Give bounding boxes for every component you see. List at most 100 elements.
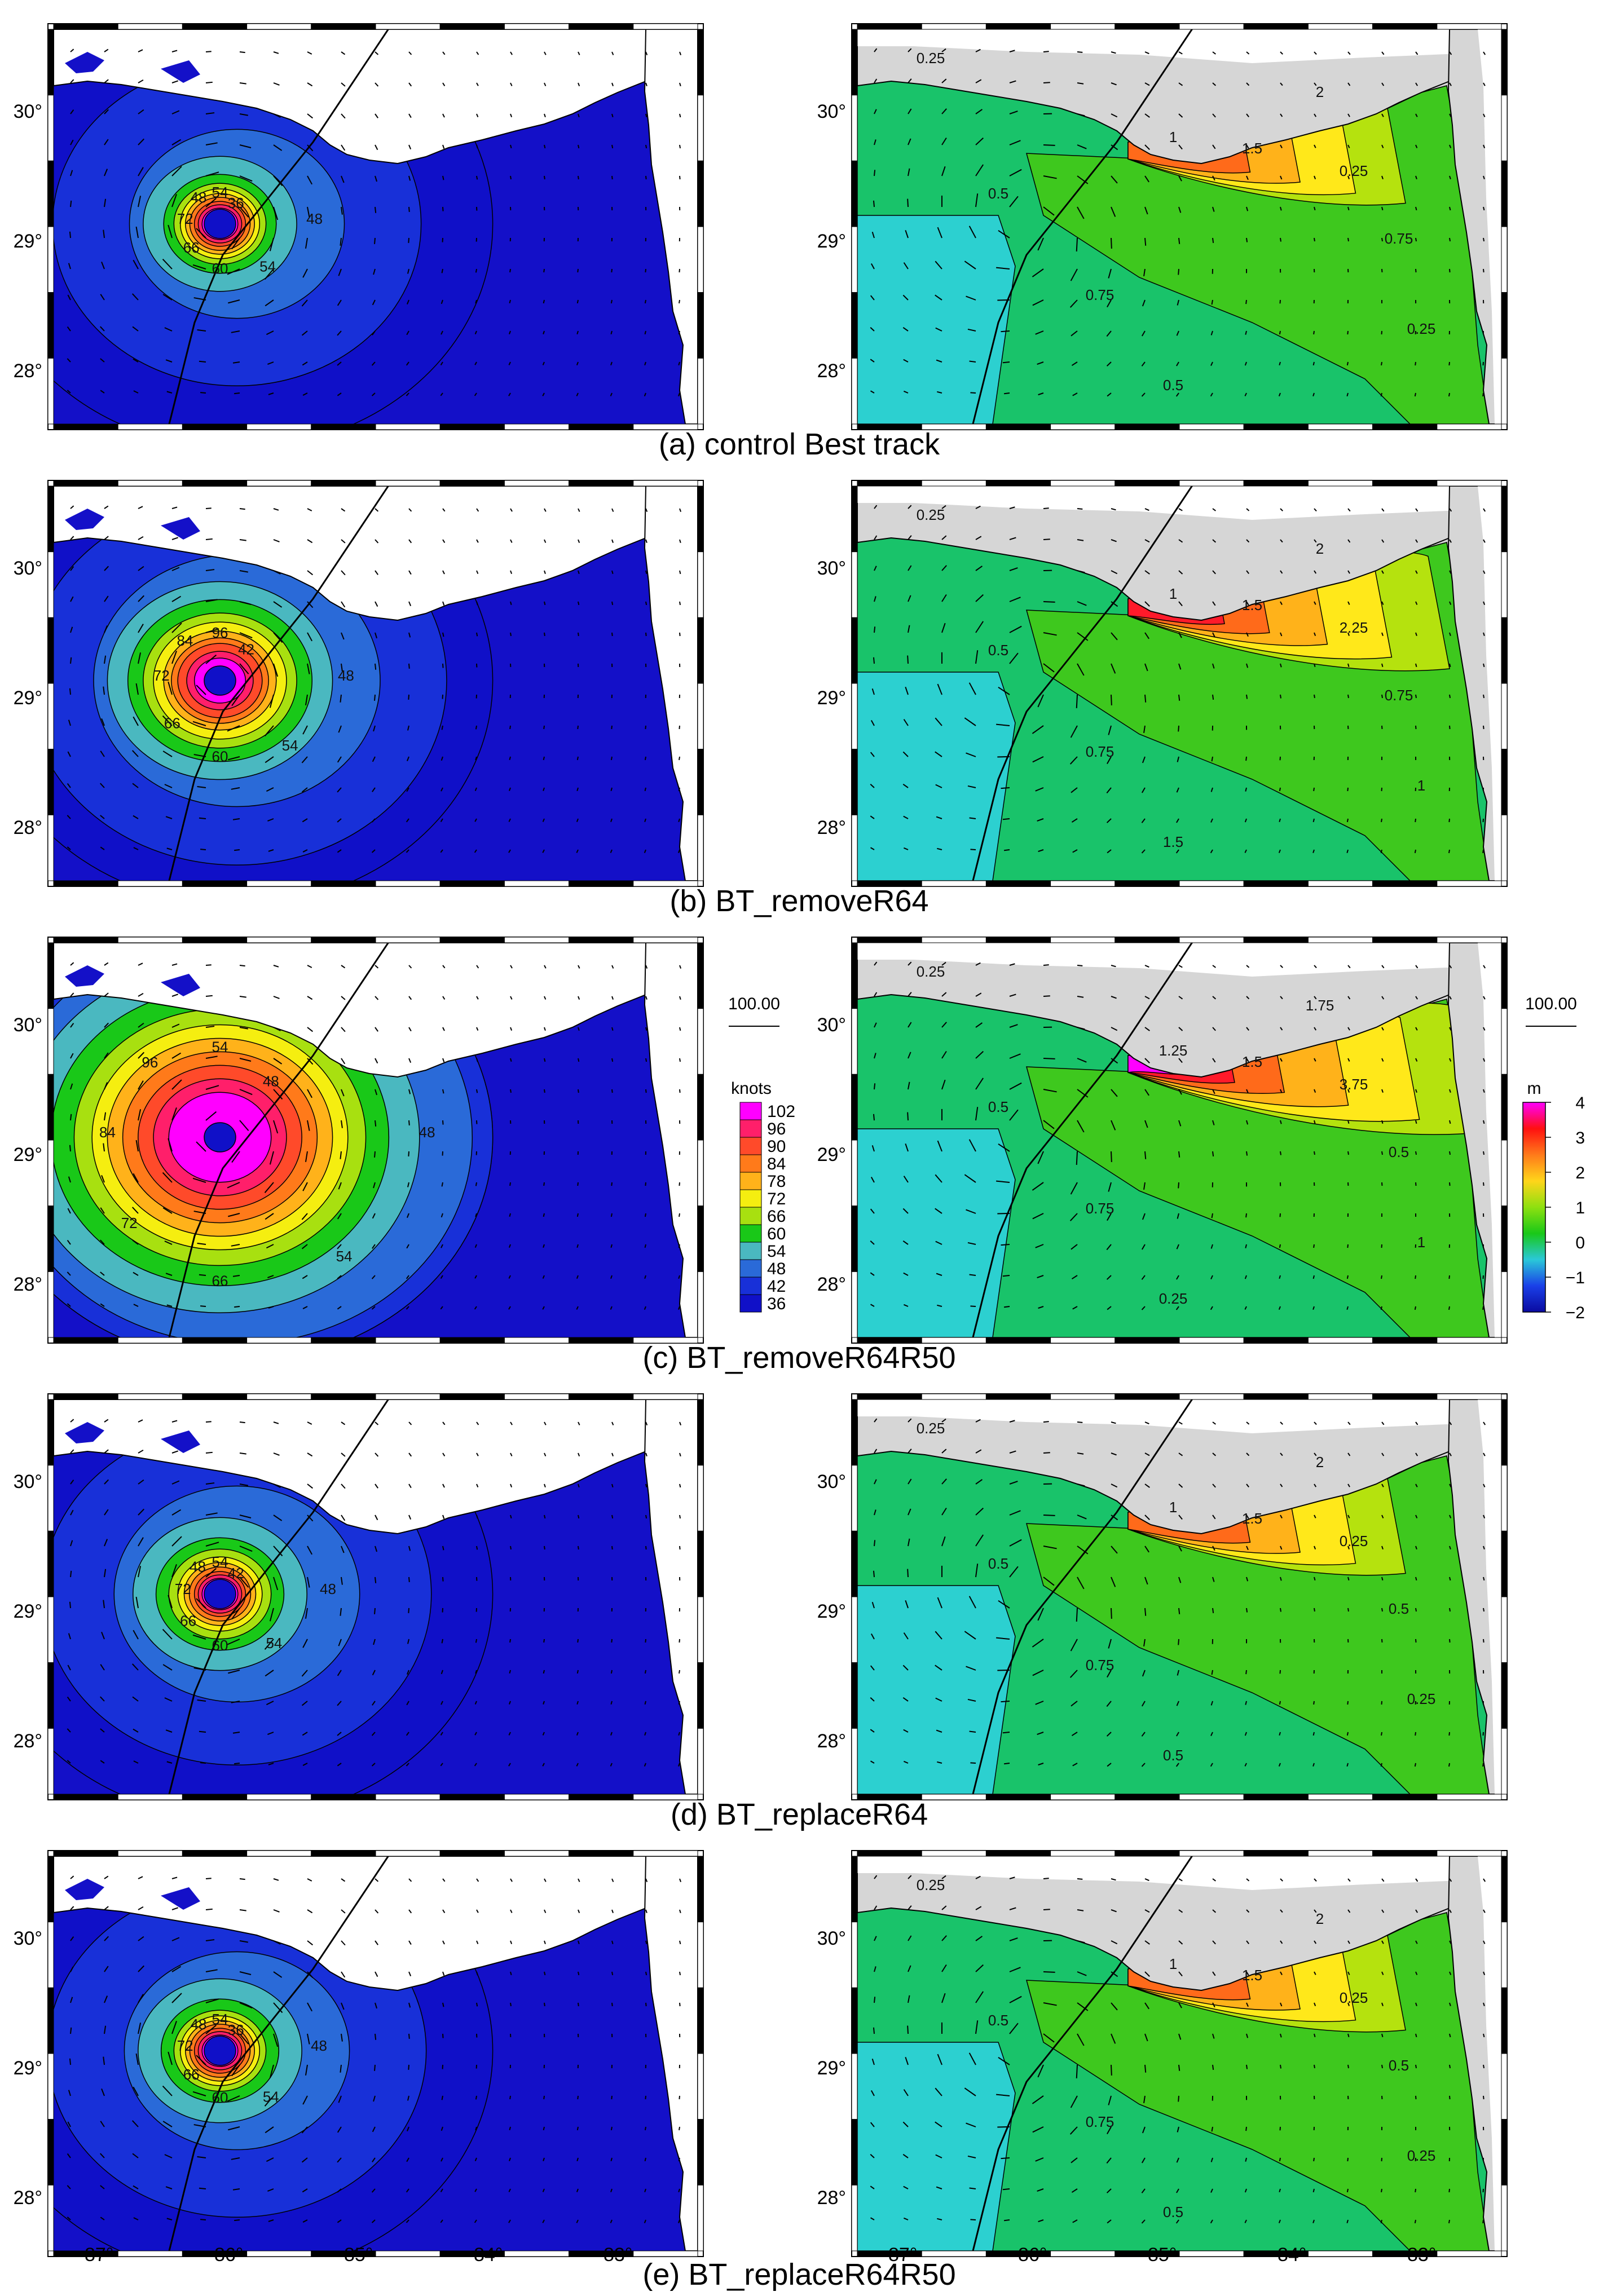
contour-label: 0.25: [1407, 2147, 1436, 2164]
contour-label: 48: [190, 2016, 206, 2033]
lon-tick-label: -84°: [468, 2244, 503, 2266]
lon-tick-label: -85°: [1142, 2244, 1177, 2266]
contour-label: 0.25: [1340, 162, 1368, 179]
contour-label: 2: [1316, 1910, 1324, 1927]
lat-tick-label: 30°: [14, 1014, 42, 1036]
contour-label: 36: [228, 195, 244, 211]
contour-label: 54: [266, 1635, 282, 1652]
lat-tick-label: 30°: [817, 101, 846, 122]
colorbar-swatch: [739, 1259, 762, 1278]
contour-label: 96: [142, 1054, 158, 1071]
lon-tick-label: -87°: [882, 2244, 918, 2266]
colorbar-label: 42: [767, 1277, 786, 1296]
contour-label: 0.75: [1385, 687, 1413, 704]
contour-label: 2: [1316, 1454, 1324, 1471]
lat-tick-label: 29°: [817, 2057, 846, 2079]
contour-label: 1.5: [1163, 833, 1183, 850]
lat-tick-label: 29°: [817, 687, 846, 709]
contour-label: 60: [212, 260, 228, 277]
contour-label: 54: [212, 2011, 228, 2028]
colorbar-label: 48: [767, 1260, 786, 1278]
contour-label: 60: [212, 748, 228, 765]
colorbar-label: 84: [767, 1155, 786, 1173]
surge-panel-1: 0.25 0.5 0.75 1 1.5 2 2.25 0.75 1 1.5 28° 29° 30°: [817, 480, 1508, 887]
contour-label: 48: [320, 1580, 336, 1597]
lat-tick-label: 29°: [817, 231, 846, 252]
contour-label: 2: [1316, 83, 1324, 100]
surge-panel-0: 0.25 0.5 0.75 1 1.5 2 0.25 0.75 0.25 0.5 28° 29° 30°: [817, 23, 1508, 430]
lat-tick-label: 30°: [14, 1928, 42, 1949]
lat-tick-label: 28°: [817, 360, 846, 382]
vector-field: [870, 505, 1486, 854]
lon-tick-label: -86°: [1012, 2244, 1047, 2266]
contour-label: 1.5: [1242, 1967, 1262, 1984]
contour-label: 0.5: [1389, 2057, 1409, 2074]
contour-label: 72: [177, 2037, 193, 2054]
scale-label: 100.00: [1525, 995, 1577, 1013]
contour-label: 1: [1169, 129, 1177, 145]
contour-label: 0.75: [1086, 743, 1115, 760]
colorbar-label: 4: [1575, 1094, 1585, 1112]
storm-track: [972, 486, 1193, 881]
contour-label: 1.5: [1242, 140, 1262, 157]
colorbar-swatch: [739, 1102, 762, 1120]
lon-tick-label: -83°: [1401, 2244, 1437, 2266]
contour-label: 0.75: [1385, 230, 1413, 247]
contour-label: 1.75: [1306, 997, 1334, 1014]
contour-label: 0.25: [1340, 1989, 1368, 2006]
colorbar-swatch: [739, 1294, 762, 1313]
contour-label: 1: [1169, 585, 1177, 602]
contour-label: 0.5: [988, 185, 1008, 202]
colorbar-swatch: [739, 1189, 762, 1208]
storm-track: [972, 29, 1193, 424]
lon-tick-label: -85°: [338, 2244, 373, 2266]
contour-label: 84: [99, 1124, 116, 1141]
vector-field: [870, 1418, 1486, 1767]
storm-track: [168, 943, 390, 1337]
wind-panel-1: 48 54 60 66 72 84 96 42 28° 29° 30°: [14, 480, 704, 887]
colorbar-swatch: [739, 1242, 762, 1260]
contour-label: 66: [164, 715, 180, 732]
vector-field: [67, 1875, 682, 2223]
contour-label: 0.25: [917, 1420, 945, 1437]
contour-label: 60: [212, 2089, 228, 2106]
lat-tick-label: 30°: [817, 1928, 846, 1949]
contour-label: 0.75: [1086, 1657, 1115, 1674]
storm-track: [168, 486, 390, 881]
panel-caption: (a) control Best track: [659, 427, 940, 461]
vector-field: [67, 48, 682, 396]
contour-label: 0.5: [988, 642, 1008, 659]
contour-label: 54: [212, 1038, 228, 1055]
vector-field: [67, 1419, 682, 1767]
surge-panel-4: 0.25 0.5 0.75 1 1.5 2 0.25 0.5 0.25 0.5 28° 29° 30°: [817, 1850, 1508, 2257]
contour-label: 0.5: [988, 1098, 1008, 1115]
contour-label: 0.25: [917, 1876, 945, 1893]
colorbar-swatch: [739, 1119, 762, 1138]
colorbar-label: 72: [767, 1190, 786, 1208]
contour-label: 48: [263, 1073, 279, 1090]
contour-label: 84: [177, 632, 193, 649]
colorbar-swatch: [739, 1137, 762, 1155]
contour-label: 66: [212, 1272, 228, 1289]
lat-tick-label: 29°: [14, 2057, 42, 2079]
contour-label: 66: [180, 1612, 196, 1629]
contour-label: 1.25: [1159, 1042, 1188, 1059]
lon-tick-label: -87°: [78, 2244, 114, 2266]
lat-tick-label: 30°: [817, 558, 846, 579]
contour-label: 0.25: [917, 50, 945, 67]
lat-tick-label: 29°: [817, 1601, 846, 1622]
colorbar-label: 36: [767, 1295, 786, 1313]
contour-label: 72: [153, 667, 170, 684]
lat-tick-label: 30°: [817, 1014, 846, 1036]
contour-label: 36: [228, 2021, 244, 2038]
contour-label: 96: [212, 624, 228, 641]
contour-label: 0.5: [1163, 2204, 1183, 2220]
lat-tick-label: 28°: [14, 1730, 42, 1752]
panel-caption: (d) BT_replaceR64: [671, 1798, 928, 1831]
contour-label: 0.25: [917, 506, 945, 523]
colorbar-label: 2: [1575, 1164, 1585, 1182]
contour-label: 1.5: [1242, 597, 1262, 613]
